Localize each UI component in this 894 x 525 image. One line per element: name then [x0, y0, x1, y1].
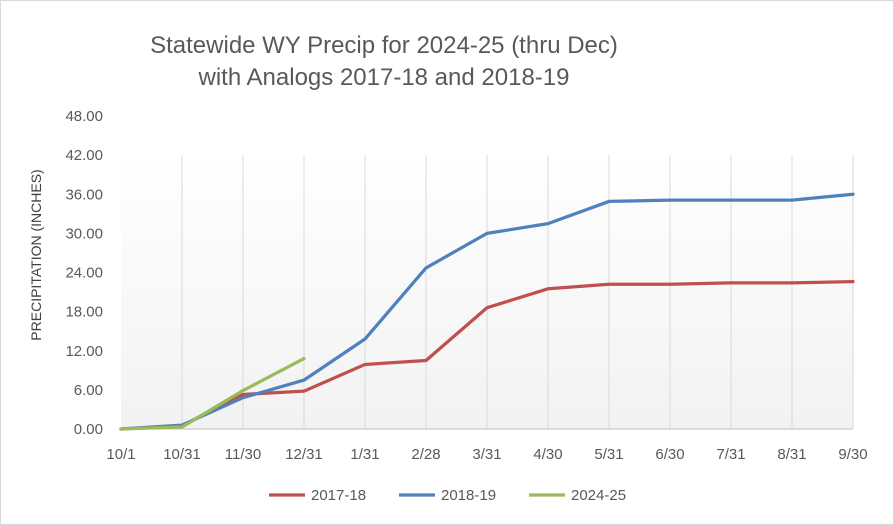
x-tick-label: 10/31 — [163, 446, 201, 463]
y-tick-label: 0.00 — [74, 421, 103, 438]
x-tick-label: 1/31 — [350, 446, 379, 463]
legend-label: 2018-19 — [441, 487, 496, 504]
series-line-2018-19 — [119, 192, 855, 431]
legend-label: 2017-18 — [311, 487, 366, 504]
x-tick-label: 3/31 — [472, 446, 501, 463]
series-lines — [119, 192, 855, 431]
axes: 0.00 6.00 12.00 18.00 24.00 30.00 36.00 42.00 48… — [65, 108, 867, 463]
legend: 2017-18 2018-19 2024-25 — [269, 487, 626, 504]
y-tick-label: 42.00 — [65, 147, 103, 164]
y-tick-label: 18.00 — [65, 304, 103, 321]
series-line-2024-25 — [119, 356, 306, 431]
x-tick-label: 5/31 — [594, 446, 623, 463]
x-tick-label: 2/28 — [411, 446, 440, 463]
legend-label: 2024-25 — [571, 487, 626, 504]
x-tick-label: 10/1 — [106, 446, 135, 463]
x-tick-label: 9/30 — [838, 446, 867, 463]
y-tick-label: 24.00 — [65, 265, 103, 282]
x-tick-label: 8/31 — [777, 446, 806, 463]
x-tick-label: 4/30 — [533, 446, 562, 463]
chart-title-line2: with Analogs 2017-18 and 2018-19 — [198, 64, 570, 91]
x-tick-label: 6/30 — [655, 446, 684, 463]
y-tick-label: 36.00 — [65, 186, 103, 203]
y-tick-label: 6.00 — [74, 382, 103, 399]
x-tick-label: 12/31 — [285, 446, 323, 463]
x-tick-label: 11/30 — [225, 446, 261, 463]
series-line-2017-18 — [119, 280, 855, 431]
x-tick-label: 7/31 — [716, 446, 745, 463]
y-axis-title: PRECIPITATION (INCHES) — [28, 169, 44, 340]
y-tick-label: 30.00 — [65, 225, 103, 242]
y-tick-label: 48.00 — [65, 108, 103, 125]
chart-title-line1: Statewide WY Precip for 2024-25 (thru De… — [150, 32, 618, 59]
y-tick-label: 12.00 — [65, 343, 103, 360]
